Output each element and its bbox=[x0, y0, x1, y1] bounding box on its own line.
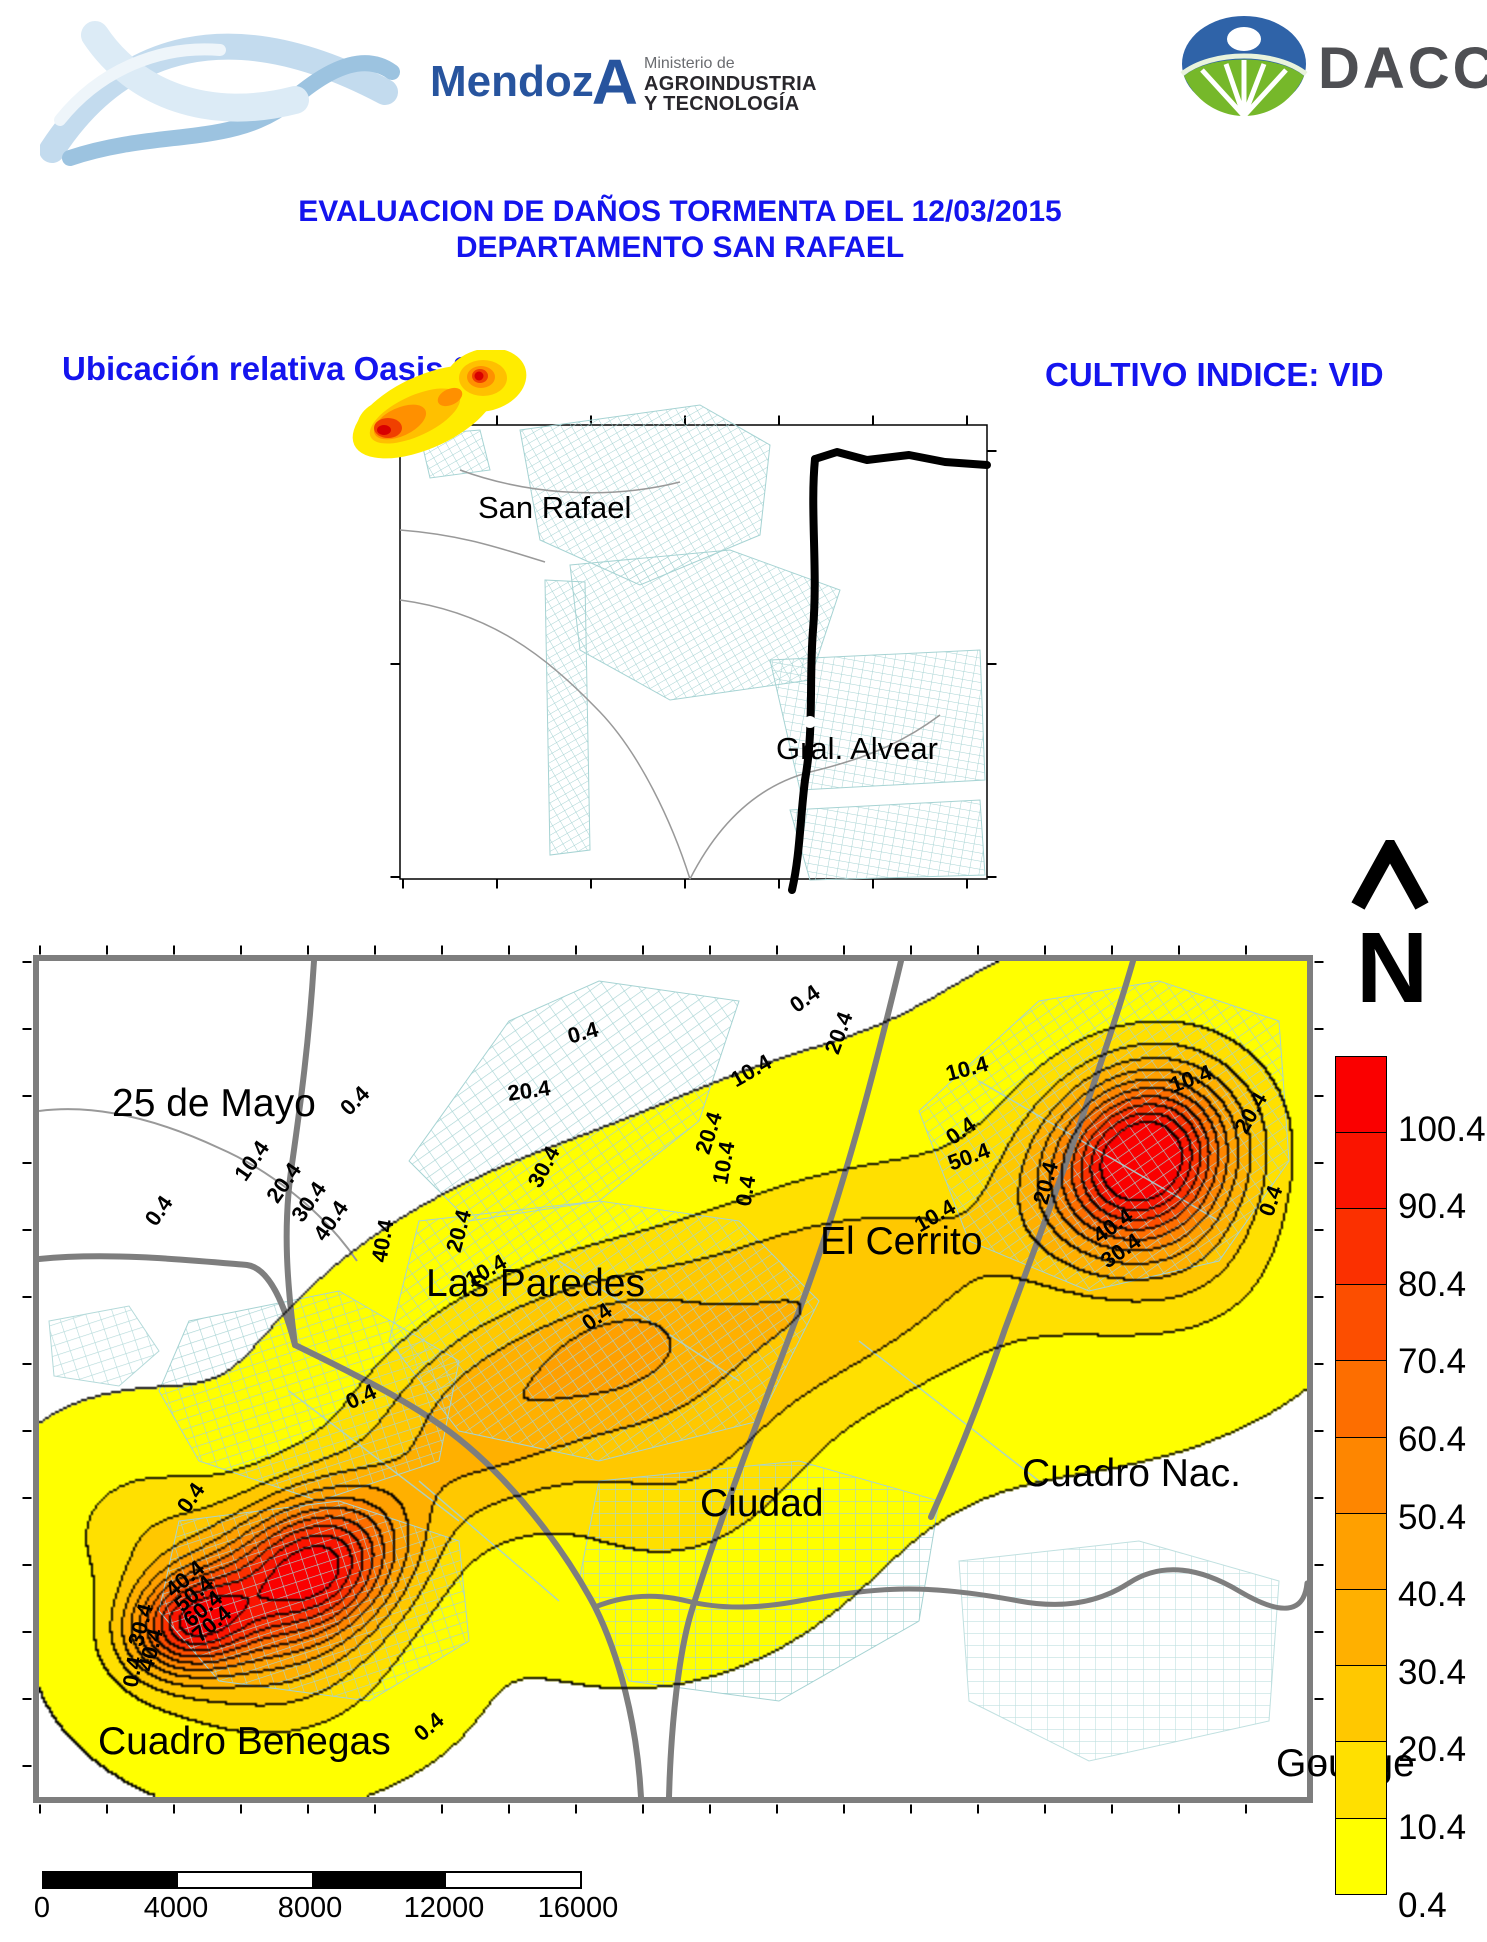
legend-value: 60.4 bbox=[1398, 1420, 1467, 1459]
legend-cell bbox=[1335, 1131, 1387, 1210]
contour-value-label: 0.4 bbox=[1253, 1182, 1288, 1220]
place-label: Las Paredes bbox=[426, 1262, 645, 1305]
contour-value-label: 0.4 bbox=[139, 1191, 178, 1231]
subtitle-crop-index: CULTIVO INDICE: VID bbox=[1045, 356, 1384, 393]
mendoza-wordmark: Mendoz bbox=[430, 57, 594, 106]
dacc-logo: DACC bbox=[1178, 12, 1487, 118]
legend-cell bbox=[1335, 1284, 1387, 1362]
scale-bar-tick-label: 0 bbox=[33, 1892, 51, 1924]
legend-cell bbox=[1335, 1665, 1387, 1743]
main-map-frame: 0.4 10.4 20.4 40.4 30.4 10.4 20.4 50.4 0.4 20.4 10… bbox=[33, 955, 1313, 1803]
contour-value-label: 10.4 bbox=[942, 1050, 991, 1087]
legend-cell bbox=[1335, 1512, 1387, 1591]
scale-bar-tick-label: 8000 bbox=[277, 1892, 343, 1924]
contour-value-label: 0.4 bbox=[117, 1654, 148, 1690]
scale-bar-segment bbox=[312, 1873, 446, 1887]
inset-storm-blob bbox=[352, 350, 527, 459]
place-label: Cuadro Benegas bbox=[98, 1720, 391, 1763]
scale-bar-tick-label: 4000 bbox=[143, 1892, 209, 1924]
title-line1: EVALUACION DE DAÑOS TORMENTA DEL 12/03/2… bbox=[298, 195, 1062, 228]
place-label: Ciudad bbox=[700, 1482, 824, 1525]
inset-map bbox=[352, 350, 997, 894]
contour-value-label: 0.4 bbox=[564, 1016, 601, 1049]
ministry-text: Ministerio de AGROINDUSTRIA Y TECNOLOGÍA bbox=[643, 55, 817, 115]
contour-value-label: 10.4 bbox=[725, 1049, 776, 1093]
north-arrow-icon bbox=[1351, 840, 1429, 910]
contour-value-label: 30.4 bbox=[522, 1141, 565, 1192]
mendoza-wordmark-a: A bbox=[591, 46, 638, 118]
contour-value-label: 10.4 bbox=[1166, 1059, 1216, 1098]
legend-cell bbox=[1335, 1360, 1387, 1439]
legend-cell bbox=[1335, 1055, 1387, 1134]
legend-value: 30.4 bbox=[1398, 1652, 1467, 1692]
inset-place-label: Gral. Alvear bbox=[776, 731, 938, 766]
legend-value: 90.4 bbox=[1398, 1187, 1467, 1227]
dacc-globe-icon bbox=[1180, 16, 1308, 118]
place-label: El Cerrito bbox=[820, 1220, 983, 1263]
contour-value-label: 20.4 bbox=[1229, 1087, 1273, 1138]
contour-value-label: 0.4 bbox=[785, 979, 825, 1018]
inset-parcels bbox=[419, 404, 986, 881]
scale-bar-tick-label: 16000 bbox=[537, 1892, 619, 1924]
inset-town-marker bbox=[804, 716, 816, 728]
north-arrow-letter: N bbox=[1356, 912, 1429, 1024]
contour-value-label: 0.4 bbox=[408, 1707, 449, 1747]
contour-value-label: 0.4 bbox=[334, 1080, 375, 1121]
legend-value: 0.4 bbox=[1398, 1885, 1447, 1925]
contour-value-label: 0.4 bbox=[341, 1378, 380, 1415]
damage-legend bbox=[1335, 1055, 1387, 1896]
legend-cell bbox=[1335, 1741, 1387, 1820]
contour-value-label: 20.4 bbox=[1027, 1158, 1064, 1207]
legend-cell bbox=[1335, 1589, 1387, 1667]
contour-lines-canvas bbox=[39, 961, 1307, 1797]
inset-place-label: San Rafael bbox=[478, 490, 632, 525]
dacc-wordmark: DACC bbox=[1318, 35, 1487, 101]
place-label: 25 de Mayo bbox=[112, 1082, 316, 1125]
contour-value-label: 40.4 bbox=[366, 1217, 399, 1265]
mendoza-logo: Mendoz A Ministerio de AGROINDUSTRIA Y T… bbox=[430, 46, 817, 118]
contour-value-label: 20.4 bbox=[505, 1075, 552, 1106]
scale-bar bbox=[42, 1871, 582, 1889]
contour-value-label: 0.4 bbox=[171, 1478, 210, 1518]
contour-value-label: 10.4 bbox=[229, 1136, 275, 1186]
page-title: EVALUACION DE DAÑOS TORMENTA DEL 12/03/2… bbox=[0, 194, 1360, 266]
scale-bar-labels: 0 4000 8000 12000 16000 bbox=[34, 1892, 618, 1932]
legend-value: 40.4 bbox=[1398, 1575, 1467, 1615]
scale-bar-tick-label: 12000 bbox=[403, 1892, 485, 1924]
contour-value-label: 0.4 bbox=[730, 1173, 761, 1209]
contour-value-label: 20.4 bbox=[440, 1206, 477, 1255]
contour-value-label: 20.4 bbox=[819, 1008, 858, 1058]
legend-cell bbox=[1335, 1817, 1387, 1896]
scale-bar-segment bbox=[44, 1873, 178, 1887]
legend-value: 20.4 bbox=[1398, 1730, 1467, 1770]
title-line2: DEPARTAMENTO SAN RAFAEL bbox=[455, 231, 905, 264]
legend-value: 50.4 bbox=[1398, 1497, 1467, 1537]
legend-cell bbox=[1335, 1436, 1387, 1515]
mendoza-ribbon-graphic bbox=[40, 21, 400, 166]
legend-value: 80.4 bbox=[1398, 1264, 1467, 1304]
main-map: 0.4 10.4 20.4 40.4 30.4 10.4 20.4 50.4 0.4 20.4 10… bbox=[21, 945, 1331, 1825]
legend-value: 70.4 bbox=[1398, 1342, 1467, 1382]
legend-value: 10.4 bbox=[1398, 1808, 1467, 1847]
scale-bar-segment bbox=[178, 1873, 312, 1887]
place-label: Cuadro Nac. bbox=[1022, 1452, 1241, 1495]
legend-value: 100.4 bbox=[1398, 1109, 1486, 1149]
inset-black-boundary-line bbox=[788, 448, 991, 894]
legend-cell bbox=[1335, 1208, 1387, 1286]
scale-bar-segment bbox=[446, 1873, 580, 1887]
